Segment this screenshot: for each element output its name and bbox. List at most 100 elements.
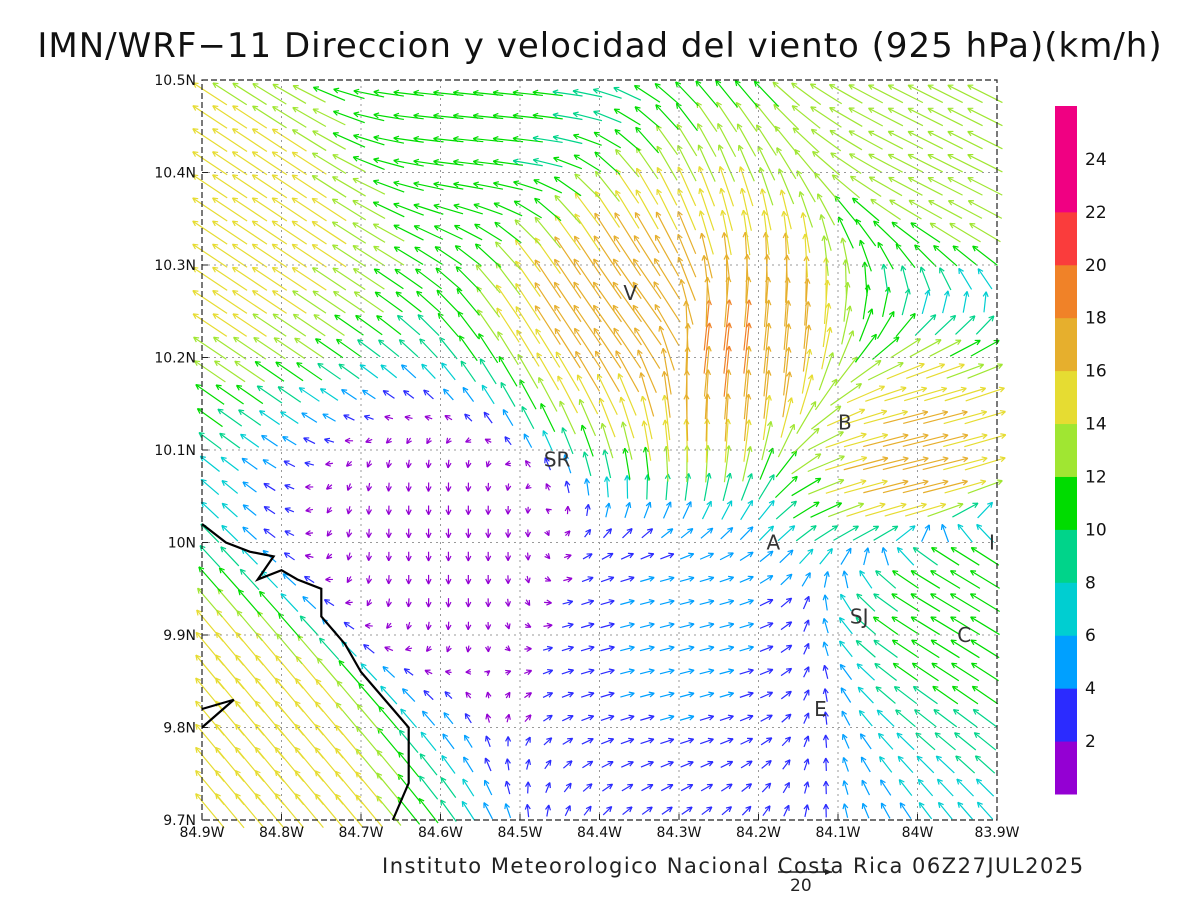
wind-arrow: [913, 685, 938, 705]
x-tick-label: 84.2W: [736, 825, 781, 841]
wind-arrow-head: [927, 177, 934, 183]
wind-arrow-head: [463, 756, 469, 763]
y-tick-label: 10.5N: [154, 73, 196, 89]
wind-arrow-head: [698, 210, 705, 217]
wind-arrow-head: [373, 245, 380, 252]
location-label: SJ: [850, 605, 869, 629]
wind-arrow-head: [472, 136, 479, 143]
wind-arrow: [299, 615, 319, 636]
wind-arrow: [441, 755, 456, 774]
wind-arrow: [622, 421, 633, 460]
wind-arrow-head: [661, 371, 668, 377]
wind-arrow-head: [212, 128, 219, 134]
wind-arrow-head: [947, 130, 954, 137]
wind-arrow: [422, 710, 436, 726]
wind-arrow: [902, 457, 949, 471]
wind-arrow-head: [617, 373, 624, 380]
wind-arrow-head: [573, 281, 580, 288]
wind-arrow-head: [517, 353, 524, 360]
wind-arrow-head: [485, 555, 492, 562]
wind-arrow-head: [943, 290, 950, 297]
colorbar-tick-label: 8: [1085, 573, 1096, 593]
wind-arrow: [677, 166, 697, 207]
wind-arrow: [493, 137, 524, 143]
wind-arrow-head: [505, 736, 512, 742]
wind-arrow-head: [648, 668, 655, 675]
wind-arrow-head: [195, 654, 202, 661]
wind-arrow-head: [498, 355, 505, 363]
wind-arrow: [825, 433, 867, 449]
wind-arrow-head: [861, 779, 867, 786]
wind-arrow: [646, 474, 649, 500]
wind-arrow-head: [746, 760, 753, 767]
wind-arrow: [271, 243, 307, 268]
wind-arrow-head: [897, 755, 904, 762]
wind-arrow: [698, 166, 716, 207]
wind-arrow: [660, 784, 674, 792]
wind-arrow: [949, 339, 981, 357]
wind-arrow: [922, 434, 968, 448]
wind-arrow-head: [296, 362, 303, 368]
wind-arrow-head: [957, 502, 964, 509]
wind-arrow: [516, 329, 540, 367]
wind-arrow: [213, 336, 247, 360]
wind-arrow: [513, 181, 543, 192]
wind-arrow: [253, 337, 286, 360]
wind-arrow: [293, 313, 326, 337]
wind-arrow-head: [384, 646, 391, 652]
wind-arrow: [332, 198, 367, 221]
wind-arrow-head: [483, 779, 490, 786]
axis-ticks: 84.9W 84.8W 84.7W 84.6W 84.5W 84.4W 84.3W 84.2W…: [154, 73, 1019, 841]
wind-arrow-head: [910, 616, 917, 623]
wind-arrow-head: [385, 532, 392, 539]
wind-arrow-head: [505, 532, 512, 538]
wind-arrow: [358, 683, 380, 708]
wind-arrow-head: [900, 386, 907, 393]
wind-arrow-head: [967, 130, 974, 137]
wind-arrow-head: [484, 735, 491, 742]
wind-arrow: [773, 103, 800, 131]
wind-arrow: [948, 200, 983, 219]
wind-arrow: [192, 266, 228, 291]
wind-arrow: [212, 220, 248, 245]
wind-arrow: [639, 669, 655, 675]
wind-arrow-head: [545, 804, 552, 811]
wind-arrow-head: [275, 361, 282, 368]
wind-arrow-head: [635, 189, 642, 196]
wind-arrow: [759, 167, 774, 206]
wind-arrow-head: [472, 112, 479, 119]
wind-arrow-head: [931, 546, 938, 553]
wind-arrow: [912, 547, 938, 566]
wind-arrow-head: [419, 338, 426, 345]
wind-arrow: [931, 662, 960, 682]
wind-arrow-head: [524, 460, 531, 467]
wind-arrow: [724, 418, 729, 463]
wind-arrow-head: [668, 552, 675, 559]
wind-arrow: [823, 235, 829, 276]
colorbar-swatch: [1055, 529, 1077, 583]
wind-arrow: [324, 438, 335, 443]
wind-arrow-head: [534, 197, 541, 204]
wind-arrow: [656, 145, 678, 181]
wind-arrow-head: [453, 136, 459, 143]
wind-arrow-head: [838, 478, 845, 485]
wind-arrow-head: [887, 107, 894, 114]
wind-arrow-head: [728, 668, 735, 675]
wind-arrow: [559, 400, 576, 435]
wind-arrow-head: [403, 668, 410, 675]
wind-arrow-head: [978, 363, 985, 369]
wind-arrow: [964, 434, 1006, 448]
wind-arrow-head: [251, 151, 258, 157]
wind-arrow-head: [373, 157, 380, 164]
wind-arrow: [284, 507, 295, 513]
wind-arrow: [561, 692, 574, 698]
wind-arrow: [544, 457, 552, 471]
wind-arrow: [719, 166, 735, 207]
wind-arrow: [868, 130, 904, 150]
wind-arrow: [762, 805, 771, 817]
wind-arrow-head: [504, 623, 511, 630]
wind-arrow-head: [969, 222, 976, 229]
wind-arrow-head: [333, 87, 340, 94]
wind-arrow-head: [698, 166, 704, 173]
wind-arrow: [382, 390, 395, 399]
